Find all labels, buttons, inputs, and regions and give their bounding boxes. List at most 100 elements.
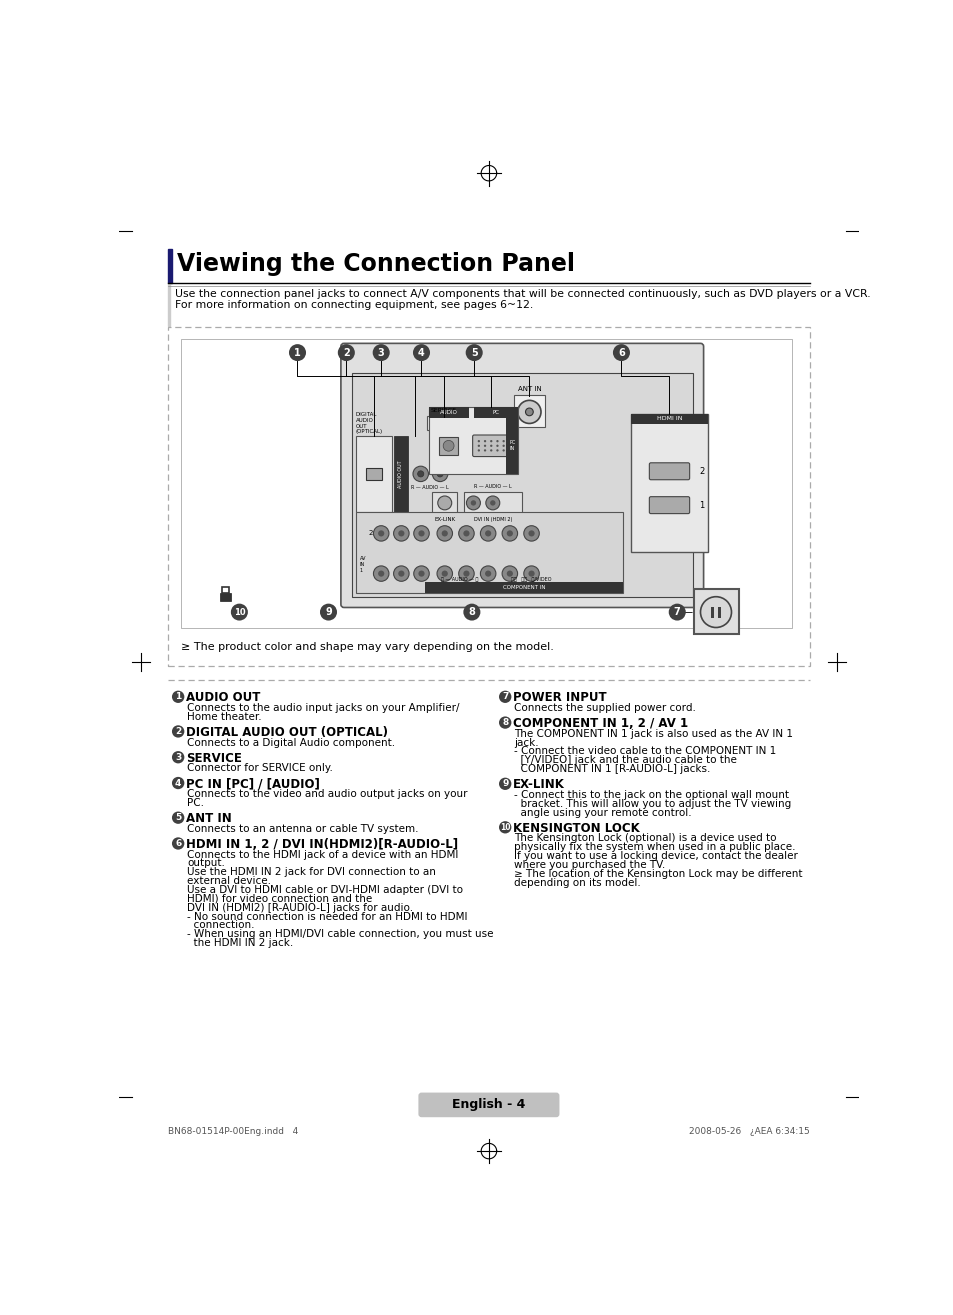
- Text: Use the connection panel jacks to connect A/V components that will be connected : Use the connection panel jacks to connec…: [174, 289, 870, 300]
- Circle shape: [496, 450, 498, 451]
- Circle shape: [700, 597, 731, 627]
- Circle shape: [458, 565, 474, 581]
- Bar: [366, 468, 381, 480]
- Text: DVI IN (HDMI2) [R-AUDIO-L] jacks for audio.: DVI IN (HDMI2) [R-AUDIO-L] jacks for aud…: [187, 903, 414, 913]
- Text: Connects to an antenna or cable TV system.: Connects to an antenna or cable TV syste…: [187, 825, 418, 834]
- Text: KENSINGTON LOCK: KENSINGTON LOCK: [513, 822, 639, 835]
- Circle shape: [498, 777, 511, 790]
- Circle shape: [477, 444, 479, 447]
- Bar: [429, 406, 469, 418]
- Circle shape: [373, 526, 389, 540]
- Circle shape: [523, 526, 538, 540]
- Bar: [220, 593, 231, 601]
- Text: - Connect this to the jack on the optional wall mount: - Connect this to the jack on the option…: [514, 790, 789, 800]
- Circle shape: [463, 604, 480, 621]
- Text: 3: 3: [174, 752, 181, 761]
- Circle shape: [172, 726, 184, 738]
- Text: DVI IN (HDMI 2): DVI IN (HDMI 2): [474, 517, 512, 522]
- Text: Connects to a Digital Audio component.: Connects to a Digital Audio component.: [187, 738, 395, 748]
- Text: AUDIO OUT: AUDIO OUT: [397, 460, 403, 488]
- Circle shape: [496, 441, 498, 442]
- Text: 7: 7: [501, 692, 508, 701]
- Bar: [630, 414, 707, 552]
- Text: COMPONENT IN 1, 2 / AV 1: COMPONENT IN 1, 2 / AV 1: [513, 717, 687, 730]
- Bar: [181, 339, 791, 627]
- Circle shape: [172, 838, 184, 849]
- Text: 2008-05-26   ¿AEA 6:34:15: 2008-05-26 ¿AEA 6:34:15: [688, 1127, 809, 1136]
- Circle shape: [414, 565, 429, 581]
- Bar: [394, 437, 407, 512]
- Bar: [464, 492, 521, 514]
- Bar: [718, 608, 720, 618]
- Circle shape: [490, 500, 495, 505]
- Circle shape: [463, 571, 469, 577]
- Text: Ⓡ — AUDIO — Ⓛ: Ⓡ — AUDIO — Ⓛ: [440, 577, 477, 583]
- Circle shape: [436, 526, 452, 540]
- Circle shape: [394, 565, 409, 581]
- Circle shape: [172, 811, 184, 825]
- Text: [Y/VIDEO] jack and the audio cable to the: [Y/VIDEO] jack and the audio cable to th…: [514, 755, 737, 765]
- FancyBboxPatch shape: [472, 435, 509, 456]
- Circle shape: [413, 345, 430, 362]
- Bar: [221, 586, 229, 593]
- Text: SERVICE: SERVICE: [186, 752, 241, 765]
- Text: 10: 10: [233, 608, 245, 617]
- Text: depending on its model.: depending on its model.: [514, 877, 640, 888]
- Bar: [439, 437, 457, 455]
- Bar: [474, 406, 517, 418]
- Circle shape: [528, 571, 534, 577]
- Circle shape: [172, 777, 184, 789]
- Bar: [352, 373, 692, 597]
- Circle shape: [501, 526, 517, 540]
- Text: POWER INPUT: POWER INPUT: [513, 692, 606, 705]
- Text: HDMI IN: HDMI IN: [656, 417, 681, 422]
- Text: —: —: [680, 608, 692, 617]
- Bar: [429, 406, 517, 473]
- Circle shape: [441, 571, 447, 577]
- Text: 5: 5: [174, 813, 181, 822]
- Bar: [432, 492, 456, 514]
- Text: EX-LINK: EX-LINK: [513, 778, 564, 792]
- Text: DIGITAL AUDIO OUT (OPTICAL): DIGITAL AUDIO OUT (OPTICAL): [186, 726, 388, 739]
- Circle shape: [289, 345, 306, 362]
- Bar: [694, 589, 739, 634]
- Bar: [355, 512, 622, 593]
- Circle shape: [463, 530, 469, 537]
- Circle shape: [477, 441, 479, 442]
- FancyBboxPatch shape: [418, 1093, 558, 1118]
- Text: 9: 9: [501, 780, 508, 788]
- Text: connection.: connection.: [187, 920, 254, 931]
- Text: 9: 9: [325, 608, 332, 617]
- Text: 1: 1: [174, 692, 181, 701]
- Circle shape: [525, 408, 533, 416]
- Text: ≥ The product color and shape may vary depending on the model.: ≥ The product color and shape may vary d…: [181, 642, 554, 652]
- Bar: [710, 608, 713, 618]
- Text: If you want to use a locking device, contact the dealer: If you want to use a locking device, con…: [514, 851, 798, 861]
- Circle shape: [517, 400, 540, 423]
- Text: Connects to the audio input jacks on your Amplifier/: Connects to the audio input jacks on you…: [187, 704, 459, 713]
- Circle shape: [418, 530, 424, 537]
- Circle shape: [523, 565, 538, 581]
- Text: 1: 1: [699, 501, 703, 510]
- Text: PC
IN: PC IN: [509, 441, 515, 451]
- Bar: [630, 414, 707, 425]
- Circle shape: [470, 500, 476, 505]
- Text: - When using an HDMI/DVI cable connection, you must use: - When using an HDMI/DVI cable connectio…: [187, 930, 494, 939]
- Circle shape: [432, 467, 447, 481]
- Text: PC.: PC.: [187, 798, 204, 807]
- Circle shape: [397, 530, 404, 537]
- Text: PC: PC: [492, 410, 499, 414]
- Text: 8: 8: [501, 718, 508, 727]
- Circle shape: [480, 565, 496, 581]
- Circle shape: [502, 450, 504, 451]
- Circle shape: [458, 526, 474, 540]
- Circle shape: [483, 444, 486, 447]
- Text: ANT IN: ANT IN: [517, 385, 540, 392]
- Text: 1: 1: [294, 347, 300, 358]
- Text: ⓒⓓ   ⓒⓓ   ⓒ/VIDEO: ⓒⓓ ⓒⓓ ⓒ/VIDEO: [510, 577, 551, 583]
- Text: R — AUDIO — L: R — AUDIO — L: [474, 484, 512, 489]
- Text: English - 4: English - 4: [452, 1098, 525, 1111]
- Text: output.: output.: [187, 859, 225, 868]
- Circle shape: [373, 345, 390, 362]
- Circle shape: [319, 604, 336, 621]
